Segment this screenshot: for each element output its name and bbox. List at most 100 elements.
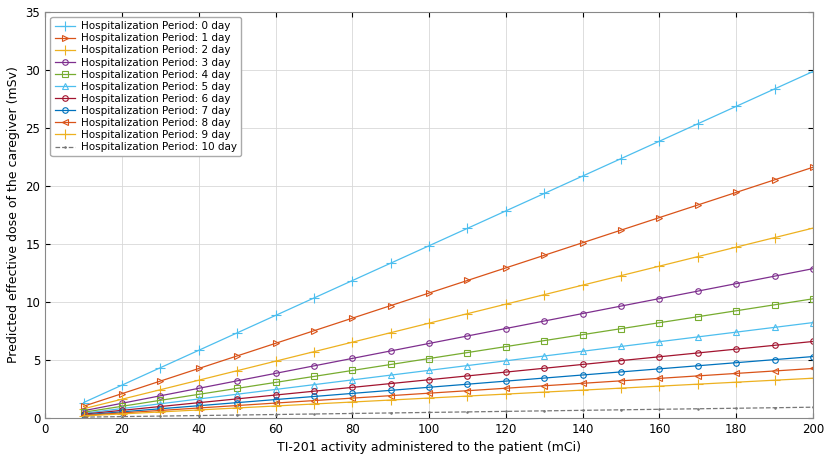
Hospitalization Period: 2 day: (90, 7.33): 2 day: (90, 7.33) xyxy=(386,330,396,336)
Hospitalization Period: 5 day: (70, 2.84): 5 day: (70, 2.84) xyxy=(309,382,319,387)
Hospitalization Period: 5 day: (100, 4.08): 5 day: (100, 4.08) xyxy=(424,367,434,373)
Hospitalization Period: 1 day: (150, 16.2): 1 day: (150, 16.2) xyxy=(616,227,626,233)
Hospitalization Period: 10 day: (140, 0.63): 10 day: (140, 0.63) xyxy=(578,408,588,413)
Hospitalization Period: 0 day: (190, 28.4): 0 day: (190, 28.4) xyxy=(770,86,779,92)
Hospitalization Period: 5 day: (90, 3.67): 5 day: (90, 3.67) xyxy=(386,372,396,378)
Hospitalization Period: 9 day: (90, 1.52): 9 day: (90, 1.52) xyxy=(386,397,396,403)
Hospitalization Period: 1 day: (70, 7.5): 1 day: (70, 7.5) xyxy=(309,328,319,333)
Hospitalization Period: 7 day: (90, 2.35): 7 day: (90, 2.35) xyxy=(386,388,396,393)
Hospitalization Period: 2 day: (40, 3.23): 2 day: (40, 3.23) xyxy=(194,378,204,383)
Hospitalization Period: 6 day: (30, 0.96): 6 day: (30, 0.96) xyxy=(155,404,165,409)
Hospitalization Period: 8 day: (20, 0.406): 8 day: (20, 0.406) xyxy=(117,410,127,416)
Hospitalization Period: 8 day: (70, 1.47): 8 day: (70, 1.47) xyxy=(309,398,319,403)
Hospitalization Period: 5 day: (160, 6.55): 5 day: (160, 6.55) xyxy=(654,339,664,344)
Hospitalization Period: 1 day: (190, 20.5): 1 day: (190, 20.5) xyxy=(770,177,779,183)
Hospitalization Period: 9 day: (30, 0.493): 9 day: (30, 0.493) xyxy=(155,409,165,415)
Hospitalization Period: 6 day: (50, 1.62): 6 day: (50, 1.62) xyxy=(232,396,242,402)
Hospitalization Period: 8 day: (200, 4.24): 8 day: (200, 4.24) xyxy=(808,366,818,371)
Hospitalization Period: 6 day: (70, 2.28): 6 day: (70, 2.28) xyxy=(309,389,319,394)
Hospitalization Period: 3 day: (140, 8.98): 3 day: (140, 8.98) xyxy=(578,311,588,316)
Hospitalization Period: 1 day: (140, 15.1): 1 day: (140, 15.1) xyxy=(578,240,588,246)
Hospitalization Period: 6 day: (100, 3.27): 6 day: (100, 3.27) xyxy=(424,377,434,383)
Hospitalization Period: 9 day: (160, 2.72): 9 day: (160, 2.72) xyxy=(654,384,664,389)
Hospitalization Period: 0 day: (80, 11.8): 0 day: (80, 11.8) xyxy=(347,278,357,284)
Hospitalization Period: 3 day: (50, 3.18): 3 day: (50, 3.18) xyxy=(232,378,242,384)
Hospitalization Period: 10 day: (170, 0.765): 10 day: (170, 0.765) xyxy=(693,406,703,412)
Hospitalization Period: 1 day: (180, 19.4): 1 day: (180, 19.4) xyxy=(731,189,741,195)
Hospitalization Period: 6 day: (20, 0.63): 6 day: (20, 0.63) xyxy=(117,408,127,413)
Hospitalization Period: 3 day: (70, 4.47): 3 day: (70, 4.47) xyxy=(309,363,319,369)
Hospitalization Period: 4 day: (90, 4.58): 4 day: (90, 4.58) xyxy=(386,362,396,367)
Hospitalization Period: 7 day: (200, 5.27): 7 day: (200, 5.27) xyxy=(808,354,818,359)
Hospitalization Period: 7 day: (130, 3.42): 7 day: (130, 3.42) xyxy=(539,375,549,381)
Hospitalization Period: 10 day: (110, 0.495): 10 day: (110, 0.495) xyxy=(463,409,473,414)
Hospitalization Period: 7 day: (110, 2.89): 7 day: (110, 2.89) xyxy=(463,381,473,387)
Hospitalization Period: 7 day: (180, 4.74): 7 day: (180, 4.74) xyxy=(731,360,741,366)
Hospitalization Period: 9 day: (180, 3.06): 9 day: (180, 3.06) xyxy=(731,379,741,385)
Hospitalization Period: 5 day: (110, 4.49): 5 day: (110, 4.49) xyxy=(463,363,473,368)
Hospitalization Period: 6 day: (90, 2.94): 6 day: (90, 2.94) xyxy=(386,381,396,386)
Hospitalization Period: 9 day: (20, 0.322): 9 day: (20, 0.322) xyxy=(117,411,127,417)
Hospitalization Period: 4 day: (190, 9.73): 4 day: (190, 9.73) xyxy=(770,302,779,307)
Hospitalization Period: 4 day: (50, 2.52): 4 day: (50, 2.52) xyxy=(232,385,242,391)
Hospitalization Period: 6 day: (110, 3.6): 6 day: (110, 3.6) xyxy=(463,373,473,378)
Hospitalization Period: 10 day: (90, 0.405): 10 day: (90, 0.405) xyxy=(386,410,396,416)
Hospitalization Period: 10 day: (50, 0.225): 10 day: (50, 0.225) xyxy=(232,412,242,418)
Hospitalization Period: 0 day: (120, 17.8): 0 day: (120, 17.8) xyxy=(501,208,511,213)
Hospitalization Period: 5 day: (30, 1.2): 5 day: (30, 1.2) xyxy=(155,401,165,407)
Line: Hospitalization Period: 1 day: Hospitalization Period: 1 day xyxy=(80,164,816,410)
Hospitalization Period: 4 day: (160, 8.19): 4 day: (160, 8.19) xyxy=(654,320,664,325)
Hospitalization Period: 0 day: (110, 16.3): 0 day: (110, 16.3) xyxy=(463,225,473,231)
Hospitalization Period: 4 day: (130, 6.64): 4 day: (130, 6.64) xyxy=(539,338,549,343)
Hospitalization Period: 4 day: (60, 3.04): 4 day: (60, 3.04) xyxy=(271,380,281,385)
Hospitalization Period: 1 day: (200, 21.6): 1 day: (200, 21.6) xyxy=(808,165,818,170)
Hospitalization Period: 5 day: (50, 2.02): 5 day: (50, 2.02) xyxy=(232,391,242,397)
Hospitalization Period: 5 day: (60, 2.43): 5 day: (60, 2.43) xyxy=(271,387,281,392)
Hospitalization Period: 4 day: (70, 3.56): 4 day: (70, 3.56) xyxy=(309,374,319,379)
Hospitalization Period: 6 day: (200, 6.57): 6 day: (200, 6.57) xyxy=(808,339,818,344)
Hospitalization Period: 3 day: (130, 8.33): 3 day: (130, 8.33) xyxy=(539,318,549,324)
Hospitalization Period: 6 day: (160, 5.25): 6 day: (160, 5.25) xyxy=(654,354,664,360)
Hospitalization Period: 9 day: (190, 3.23): 9 day: (190, 3.23) xyxy=(770,378,779,383)
Hospitalization Period: 1 day: (130, 14): 1 day: (130, 14) xyxy=(539,253,549,258)
Hospitalization Period: 7 day: (190, 5): 7 day: (190, 5) xyxy=(770,357,779,362)
Hospitalization Period: 7 day: (30, 0.765): 7 day: (30, 0.765) xyxy=(155,406,165,412)
Hospitalization Period: 8 day: (120, 2.54): 8 day: (120, 2.54) xyxy=(501,385,511,391)
Hospitalization Period: 1 day: (50, 5.33): 1 day: (50, 5.33) xyxy=(232,353,242,359)
Hospitalization Period: 1 day: (40, 4.24): 1 day: (40, 4.24) xyxy=(194,366,204,371)
Legend: Hospitalization Period: 0 day, Hospitalization Period: 1 day, Hospitalization Pe: Hospitalization Period: 0 day, Hospitali… xyxy=(51,17,241,156)
Hospitalization Period: 9 day: (170, 2.89): 9 day: (170, 2.89) xyxy=(693,381,703,387)
Hospitalization Period: 3 day: (20, 1.24): 3 day: (20, 1.24) xyxy=(117,401,127,406)
Hospitalization Period: 7 day: (40, 1.03): 7 day: (40, 1.03) xyxy=(194,403,204,408)
Hospitalization Period: 2 day: (140, 11.4): 2 day: (140, 11.4) xyxy=(578,283,588,288)
Hospitalization Period: 6 day: (60, 1.95): 6 day: (60, 1.95) xyxy=(271,392,281,398)
Hospitalization Period: 9 day: (40, 0.664): 9 day: (40, 0.664) xyxy=(194,407,204,413)
Hospitalization Period: 4 day: (140, 7.16): 4 day: (140, 7.16) xyxy=(578,332,588,337)
Hospitalization Period: 2 day: (130, 10.6): 2 day: (130, 10.6) xyxy=(539,292,549,297)
Hospitalization Period: 1 day: (30, 3.15): 1 day: (30, 3.15) xyxy=(155,378,165,384)
Hospitalization Period: 3 day: (40, 2.53): 3 day: (40, 2.53) xyxy=(194,385,204,391)
Hospitalization Period: 10 day: (10, 0.045): 10 day: (10, 0.045) xyxy=(79,414,89,420)
Hospitalization Period: 0 day: (90, 13.3): 0 day: (90, 13.3) xyxy=(386,260,396,266)
Hospitalization Period: 6 day: (150, 4.92): 6 day: (150, 4.92) xyxy=(616,358,626,363)
Hospitalization Period: 1 day: (170, 18.3): 1 day: (170, 18.3) xyxy=(693,202,703,208)
Hospitalization Period: 0 day: (160, 23.8): 0 day: (160, 23.8) xyxy=(654,138,664,144)
Hospitalization Period: 6 day: (40, 1.29): 6 day: (40, 1.29) xyxy=(194,400,204,406)
Line: Hospitalization Period: 3 day: Hospitalization Period: 3 day xyxy=(81,266,816,414)
Hospitalization Period: 2 day: (160, 13.1): 2 day: (160, 13.1) xyxy=(654,263,664,269)
Hospitalization Period: 5 day: (10, 0.372): 5 day: (10, 0.372) xyxy=(79,411,89,416)
Hospitalization Period: 2 day: (80, 6.51): 2 day: (80, 6.51) xyxy=(347,339,357,345)
Line: Hospitalization Period: 8 day: Hospitalization Period: 8 day xyxy=(81,366,816,418)
Hospitalization Period: 6 day: (190, 6.24): 6 day: (190, 6.24) xyxy=(770,343,779,348)
Hospitalization Period: 6 day: (120, 3.93): 6 day: (120, 3.93) xyxy=(501,369,511,375)
Hospitalization Period: 3 day: (120, 7.69): 3 day: (120, 7.69) xyxy=(501,326,511,331)
Hospitalization Period: 0 day: (10, 1.3): 0 day: (10, 1.3) xyxy=(79,400,89,405)
Hospitalization Period: 2 day: (120, 9.79): 2 day: (120, 9.79) xyxy=(501,301,511,307)
Hospitalization Period: 9 day: (200, 3.4): 9 day: (200, 3.4) xyxy=(808,375,818,381)
Hospitalization Period: 7 day: (10, 0.235): 7 day: (10, 0.235) xyxy=(79,412,89,418)
Hospitalization Period: 10 day: (80, 0.36): 10 day: (80, 0.36) xyxy=(347,411,357,416)
Hospitalization Period: 1 day: (100, 10.8): 1 day: (100, 10.8) xyxy=(424,290,434,296)
Hospitalization Period: 0 day: (180, 26.9): 0 day: (180, 26.9) xyxy=(731,104,741,109)
Hospitalization Period: 0 day: (130, 19.3): 0 day: (130, 19.3) xyxy=(539,191,549,196)
Hospitalization Period: 1 day: (10, 0.985): 1 day: (10, 0.985) xyxy=(79,403,89,409)
